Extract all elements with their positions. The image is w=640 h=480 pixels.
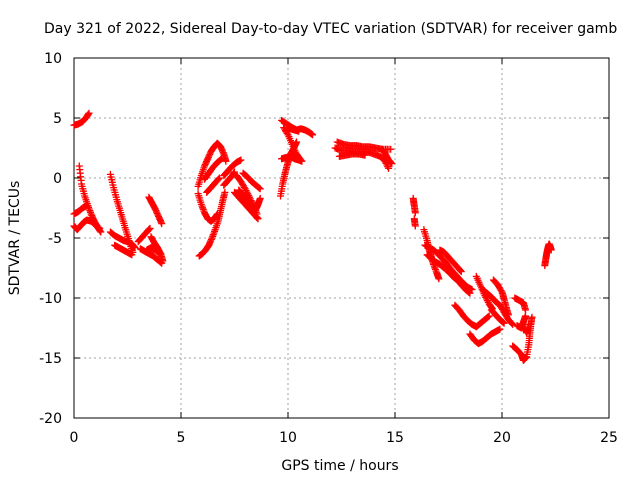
data-point	[509, 320, 517, 328]
ticks	[73, 57, 610, 419]
data-point	[96, 224, 104, 232]
x-axis-label: GPS time / hours	[281, 458, 398, 474]
data-point	[256, 194, 264, 202]
data-point	[156, 250, 164, 258]
y-tick-labels: -20 -15 -10 -5 0 5 10	[39, 51, 62, 427]
data-point	[216, 174, 223, 182]
data-point	[522, 306, 529, 314]
data-point	[508, 319, 516, 327]
y-tick-label: 5	[53, 111, 62, 127]
y-tick-label: -10	[39, 291, 62, 307]
data-point	[466, 289, 474, 297]
data-point	[215, 175, 223, 183]
data-point	[213, 210, 221, 218]
data-point	[484, 313, 492, 321]
y-axis-label: SDTVAR / TECUs	[7, 181, 23, 296]
data-point	[85, 109, 93, 117]
data-point	[155, 249, 163, 257]
data-point	[255, 184, 263, 192]
data-point	[485, 312, 493, 320]
data-point	[84, 110, 92, 118]
x-tick-label: 25	[600, 430, 618, 446]
data-point	[237, 156, 245, 164]
data-point	[256, 185, 264, 193]
data-point	[435, 275, 443, 283]
x-tick-label: 10	[279, 430, 297, 446]
data-point	[130, 243, 138, 251]
data-point	[309, 131, 317, 139]
data-point	[221, 188, 229, 196]
data-point	[222, 157, 230, 165]
x-tick-label: 20	[493, 430, 511, 446]
data-point	[547, 246, 555, 254]
x-tick-label: 0	[70, 430, 79, 446]
data-point	[298, 157, 306, 165]
x-tick-label: 15	[386, 430, 404, 446]
data-point	[158, 220, 166, 228]
data-point	[465, 289, 473, 296]
data-point	[218, 155, 226, 163]
data-point	[457, 267, 464, 275]
data-point	[385, 164, 393, 172]
data-point	[500, 319, 508, 327]
y-tick-label: 0	[53, 171, 62, 187]
data-point	[254, 215, 262, 223]
data-point	[522, 312, 529, 320]
x-tick-label: 5	[177, 430, 186, 446]
data-points	[70, 109, 555, 364]
data-point	[496, 325, 504, 333]
data-point	[504, 311, 512, 319]
data-point	[411, 209, 419, 217]
y-tick-label: 10	[44, 51, 62, 67]
data-point	[145, 225, 153, 233]
data-point	[387, 159, 395, 167]
data-point	[199, 204, 207, 212]
data-point	[95, 224, 103, 232]
data-point	[361, 151, 369, 159]
data-point	[128, 251, 136, 259]
data-point	[388, 160, 396, 168]
data-point	[525, 320, 533, 328]
y-tick-label: -20	[39, 411, 62, 427]
data-point	[131, 244, 139, 252]
data-point	[159, 257, 167, 265]
data-point	[411, 222, 419, 230]
y-tick-label: -5	[48, 231, 62, 247]
data-point	[499, 319, 507, 326]
data-point	[146, 224, 154, 232]
x-tick-labels: 0 5 10 15 20 25	[70, 430, 618, 446]
data-point	[213, 211, 221, 219]
chart-title: Day 321 of 2022, Sidereal Day-to-day VTE…	[44, 21, 617, 37]
data-point	[217, 156, 225, 163]
data-point	[387, 145, 395, 153]
data-point	[457, 268, 465, 276]
data-point	[521, 354, 529, 362]
data-point	[231, 168, 238, 176]
data-point	[528, 313, 536, 321]
data-point	[295, 127, 303, 135]
data-point	[97, 228, 105, 236]
data-point	[209, 231, 217, 239]
y-tick-label: -15	[39, 351, 62, 367]
